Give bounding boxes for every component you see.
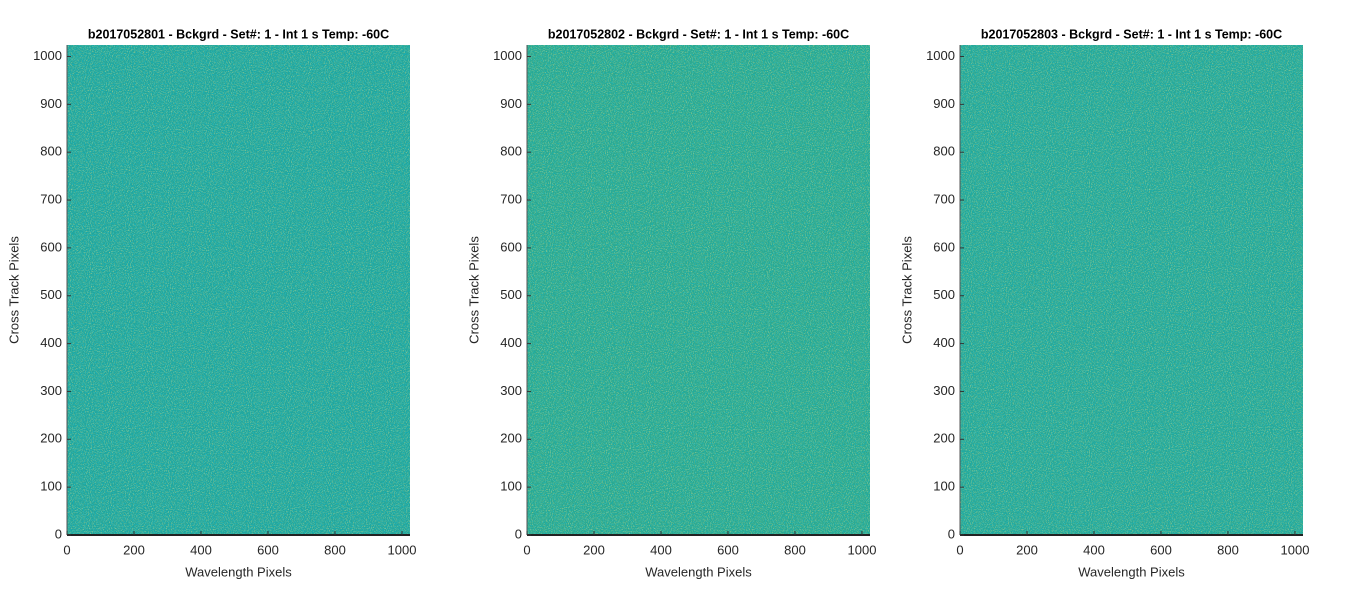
y-tick-label: 200 <box>40 431 62 446</box>
y-tick-label: 300 <box>500 383 522 398</box>
y-tick-label: 800 <box>500 144 522 159</box>
y-tick-label: 1000 <box>33 48 62 63</box>
x-tick-label: 200 <box>123 542 145 557</box>
y-tick-label: 600 <box>40 239 62 254</box>
y-tick-label: 900 <box>40 96 62 111</box>
y-tick-label: 800 <box>933 144 955 159</box>
x-tick-label: 400 <box>190 542 212 557</box>
x-tick-label: 1000 <box>388 542 417 557</box>
y-tick-label: 300 <box>40 383 62 398</box>
x-tick-label: 0 <box>523 542 530 557</box>
y-tick-label: 900 <box>500 96 522 111</box>
chart-title: b2017052801 - Bckgrd - Set#: 1 - Int 1 s… <box>88 27 389 41</box>
y-tick-label: 200 <box>500 431 522 446</box>
y-tick-label: 500 <box>40 287 62 302</box>
y-tick-label: 400 <box>500 335 522 350</box>
x-tick-label: 0 <box>956 542 963 557</box>
y-axis-label: Cross Track Pixels <box>899 236 914 344</box>
chart-title: b2017052803 - Bckgrd - Set#: 1 - Int 1 s… <box>981 27 1282 41</box>
x-tick-label: 200 <box>1016 542 1038 557</box>
x-axis-label: Wavelength Pixels <box>185 564 292 579</box>
x-axis-label: Wavelength Pixels <box>645 564 752 579</box>
image-noise <box>527 45 870 535</box>
y-tick-label: 0 <box>55 526 62 541</box>
y-tick-label: 600 <box>500 239 522 254</box>
image-noise <box>960 45 1303 535</box>
y-axis-label: Cross Track Pixels <box>466 236 481 344</box>
x-tick-label: 1000 <box>848 542 877 557</box>
y-tick-label: 0 <box>948 526 955 541</box>
x-tick-label: 600 <box>717 542 739 557</box>
x-tick-label: 600 <box>1150 542 1172 557</box>
y-tick-label: 0 <box>515 526 522 541</box>
y-tick-label: 200 <box>933 431 955 446</box>
x-tick-label: 400 <box>1083 542 1105 557</box>
y-tick-label: 600 <box>933 239 955 254</box>
y-tick-label: 900 <box>933 96 955 111</box>
x-tick-label: 1000 <box>1281 542 1310 557</box>
y-axis-label: Cross Track Pixels <box>6 236 21 344</box>
y-tick-label: 800 <box>40 144 62 159</box>
y-tick-label: 1000 <box>493 48 522 63</box>
x-tick-label: 400 <box>650 542 672 557</box>
y-tick-label: 400 <box>933 335 955 350</box>
y-tick-label: 500 <box>933 287 955 302</box>
y-tick-label: 400 <box>40 335 62 350</box>
x-tick-label: 800 <box>1217 542 1239 557</box>
x-tick-label: 800 <box>324 542 346 557</box>
image-noise <box>67 45 410 535</box>
y-tick-label: 100 <box>500 479 522 494</box>
y-tick-label: 100 <box>933 479 955 494</box>
y-tick-label: 700 <box>40 191 62 206</box>
y-tick-label: 700 <box>500 191 522 206</box>
y-tick-label: 100 <box>40 479 62 494</box>
x-tick-label: 0 <box>63 542 70 557</box>
x-tick-label: 200 <box>583 542 605 557</box>
y-tick-label: 300 <box>933 383 955 398</box>
x-tick-label: 800 <box>784 542 806 557</box>
x-axis-label: Wavelength Pixels <box>1078 564 1185 579</box>
y-tick-label: 700 <box>933 191 955 206</box>
x-tick-label: 600 <box>257 542 279 557</box>
chart-title: b2017052802 - Bckgrd - Set#: 1 - Int 1 s… <box>548 27 849 41</box>
y-tick-label: 1000 <box>926 48 955 63</box>
y-tick-label: 500 <box>500 287 522 302</box>
